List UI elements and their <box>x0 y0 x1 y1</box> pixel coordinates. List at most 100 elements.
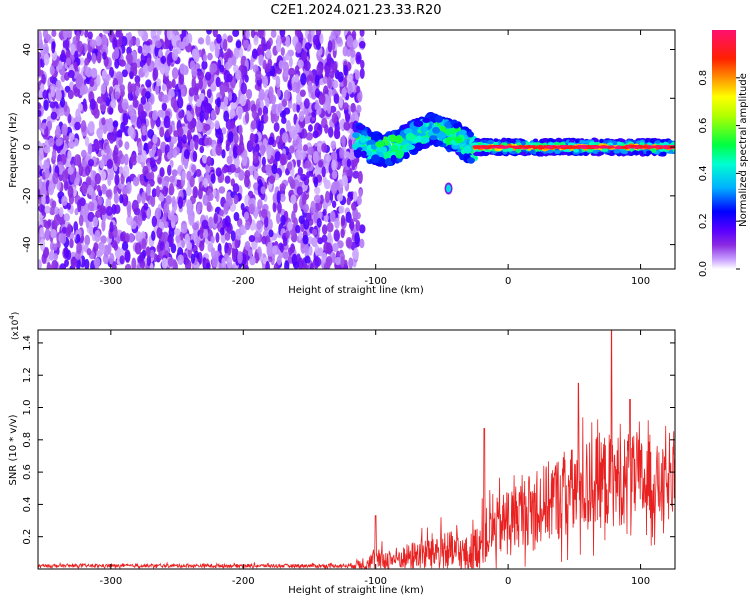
heatmap-cell <box>287 221 293 231</box>
heatmap-cell <box>235 40 242 49</box>
heatmap-cell <box>201 60 208 70</box>
heatmap-cell <box>519 151 527 156</box>
heatmap-cell <box>353 149 362 159</box>
heatmap-cell <box>518 145 523 148</box>
heatmap-cell <box>100 83 107 95</box>
heatmap-cell <box>129 71 134 80</box>
y-tick-label: 0.4 <box>22 496 33 512</box>
heatmap-cell <box>484 151 490 156</box>
heatmap-cell <box>132 99 139 109</box>
heatmap-cell <box>613 149 621 154</box>
heatmap-cell <box>171 78 176 89</box>
heatmap-cell <box>233 194 239 205</box>
heatmap-cell <box>351 202 357 211</box>
x-tick-label: -200 <box>232 576 255 587</box>
heatmap-cell <box>358 188 363 198</box>
heatmap-cell <box>41 122 47 130</box>
heatmap-cell <box>436 132 447 139</box>
heatmap-cell <box>94 173 102 185</box>
heatmap-cell <box>356 104 362 114</box>
heatmap-cell <box>174 228 181 237</box>
heatmap-cell <box>233 211 240 222</box>
heatmap-cell <box>240 82 247 95</box>
heatmap-cell <box>585 144 592 148</box>
heatmap-cell <box>329 70 335 79</box>
heatmap-cell <box>168 124 173 135</box>
heatmap-cell <box>273 122 280 132</box>
heatmap-cell <box>317 247 324 257</box>
heatmap-cell <box>345 112 351 123</box>
heatmap-cell <box>304 255 311 264</box>
heatmap-cell <box>606 146 612 149</box>
heatmap-cell <box>163 221 169 229</box>
heatmap-cell <box>453 123 460 129</box>
heatmap-cell <box>434 140 444 146</box>
heatmap-cell <box>292 138 299 147</box>
heatmap-cell <box>288 56 293 68</box>
heatmap-cell <box>43 145 51 154</box>
heatmap-cell <box>199 110 205 123</box>
heatmap-cell <box>112 120 119 128</box>
heatmap-cell <box>155 185 161 198</box>
heatmap-cell <box>245 220 251 231</box>
heatmap-cell <box>583 151 589 156</box>
heatmap-cell <box>134 242 142 255</box>
heatmap-cell <box>109 221 114 233</box>
heatmap-cell <box>150 195 156 207</box>
heatmap-cell <box>545 145 554 149</box>
snr-series <box>38 330 675 569</box>
heatmap-cell <box>330 140 337 150</box>
heatmap-cell <box>268 136 275 146</box>
heatmap-cell <box>87 201 95 212</box>
heatmap-cell <box>248 234 256 243</box>
heatmap-cell <box>342 45 348 57</box>
colorbar-tick-label: 0.0 <box>698 261 709 277</box>
heatmap-cell <box>69 238 74 249</box>
heatmap-cell <box>140 96 147 105</box>
heatmap-cell <box>302 203 309 214</box>
heatmap-cell <box>221 127 227 135</box>
heatmap-cell <box>281 116 287 125</box>
heatmap-cell <box>283 89 291 101</box>
heatmap-cell <box>467 131 475 138</box>
heatmap-cell <box>90 67 98 78</box>
heatmap-cell <box>140 110 147 119</box>
heatmap-cell <box>186 112 193 122</box>
heatmap-cell <box>271 245 278 255</box>
heatmap-cell <box>331 79 339 89</box>
heatmap-cell <box>476 145 481 148</box>
heatmap-cell <box>314 102 320 111</box>
heatmap-cell <box>113 47 120 60</box>
colorbar-tick-label: 0.8 <box>698 70 709 86</box>
heatmap-cell <box>154 207 162 220</box>
heatmap-cell <box>141 211 147 222</box>
heatmap-cell <box>61 195 68 207</box>
heatmap-cell <box>61 170 68 183</box>
heatmap-cell <box>533 138 539 143</box>
heatmap-cell <box>142 64 148 74</box>
heatmap-cell <box>257 120 264 133</box>
heatmap-cell <box>345 236 353 249</box>
heatmap-cell <box>136 214 143 227</box>
heatmap-cell <box>591 145 596 148</box>
heatmap-cell <box>178 41 186 50</box>
heatmap-cell <box>370 154 381 164</box>
heatmap-cell <box>141 191 146 205</box>
heatmap-cell <box>105 206 113 217</box>
heatmap-cell <box>352 191 358 202</box>
heatmap-cell <box>325 255 333 267</box>
heatmap-cell <box>121 69 128 78</box>
heatmap-cell <box>223 69 231 83</box>
heatmap-cell <box>143 142 148 152</box>
heatmap-cell <box>318 160 324 168</box>
heatmap-cell <box>650 148 657 153</box>
heatmap-cell <box>343 76 348 88</box>
heatmap-cell <box>231 55 237 67</box>
heatmap-cell <box>108 107 114 115</box>
heatmap-cell <box>77 102 83 112</box>
heatmap-cell <box>290 243 295 254</box>
heatmap-cell <box>41 193 46 207</box>
heatmap-cell <box>171 33 176 47</box>
heatmap-cell <box>395 149 404 159</box>
heatmap-cell <box>192 222 199 231</box>
